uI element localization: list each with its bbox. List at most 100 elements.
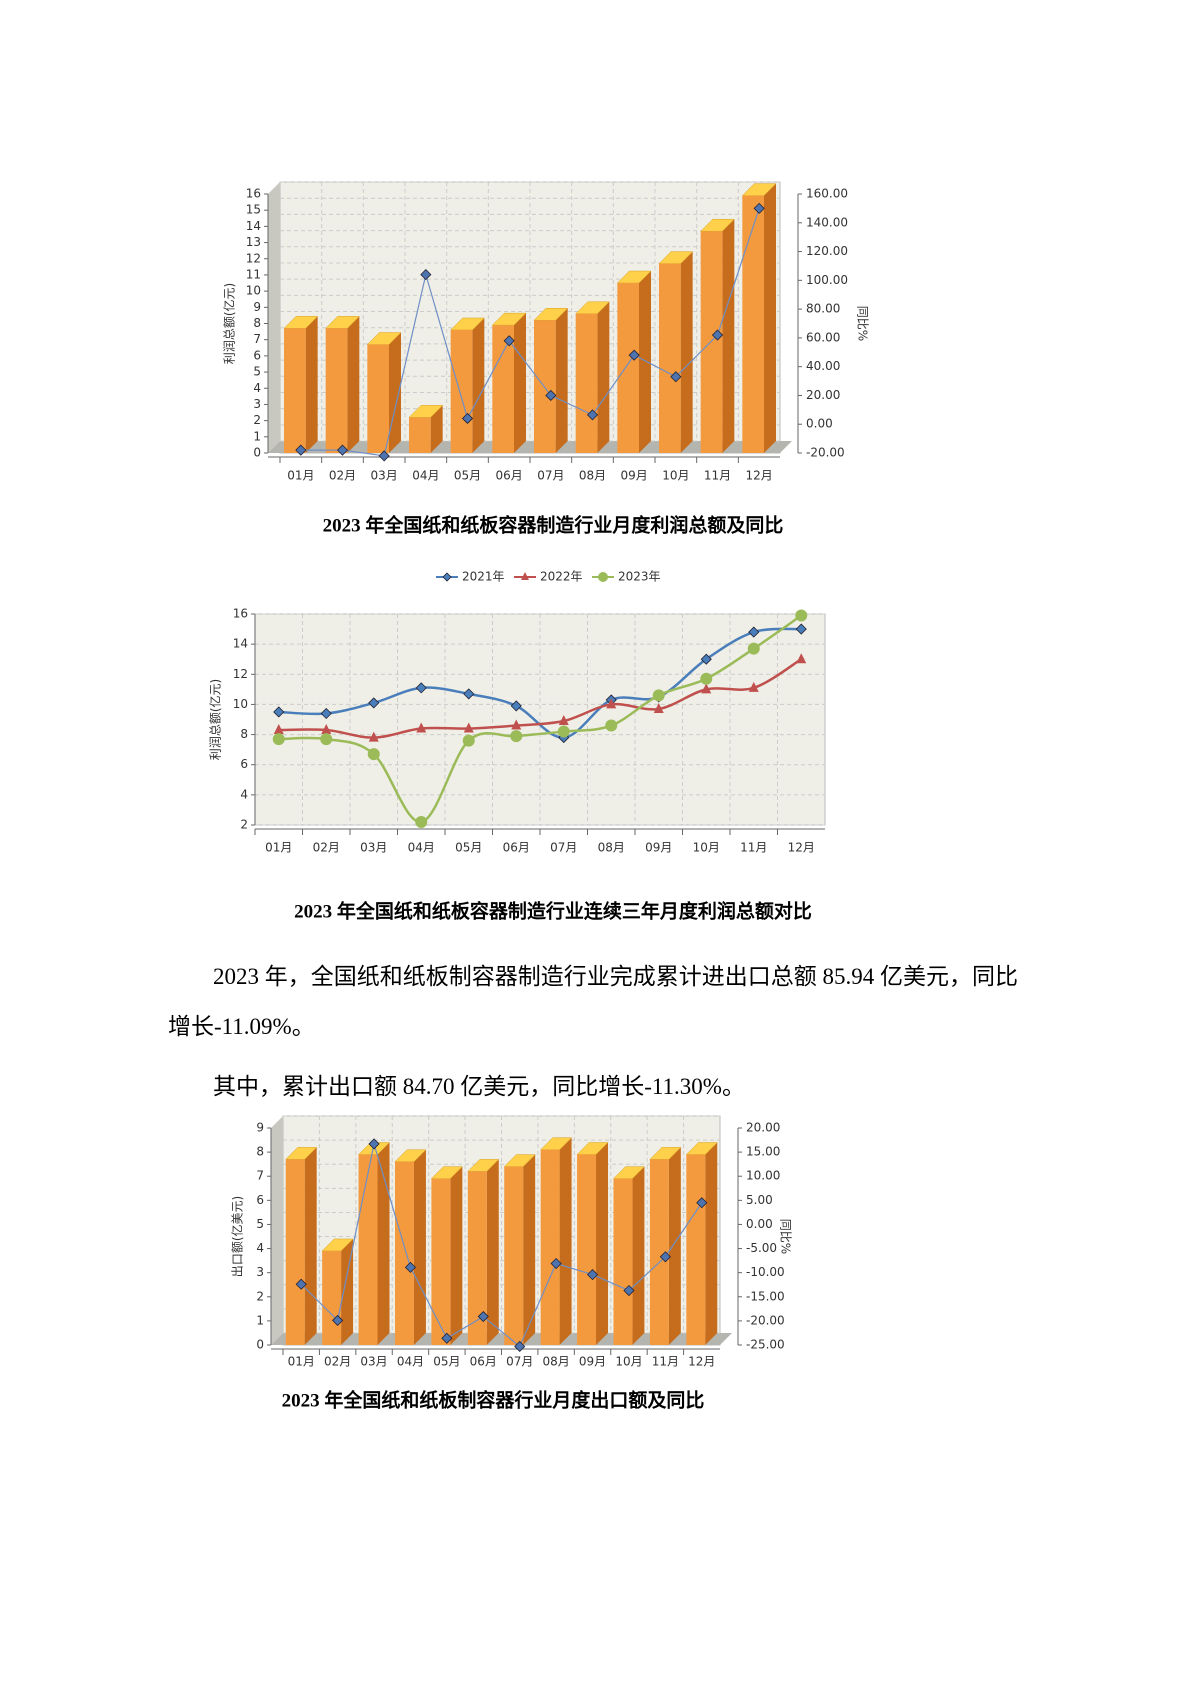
left-wall (268, 182, 280, 453)
bar-top (700, 218, 735, 232)
y2-tick-label: 15.00 (746, 1145, 780, 1159)
bar (284, 328, 306, 453)
bar (649, 1159, 669, 1345)
bar-side (680, 251, 693, 453)
y-tick-label: 2 (240, 818, 248, 832)
bar-side (413, 1149, 426, 1345)
y2-tick-label: 5.00 (746, 1193, 773, 1207)
y2-tick-label: -10.00 (746, 1265, 785, 1279)
paragraph: 其中，累计出口额 84.70 亿美元，同比增长-11.30%。 (213, 1074, 745, 1099)
bar (467, 1171, 487, 1345)
marker (463, 688, 475, 700)
x-tick-label: 11月 (704, 469, 731, 483)
y-tick-label: 0 (256, 1338, 264, 1352)
x-tick-label: 02月 (324, 1355, 351, 1369)
marker (332, 1314, 344, 1326)
marker (696, 1197, 708, 1209)
bar-side (305, 316, 318, 453)
bar-side (597, 301, 610, 453)
y-tick-label: 14 (246, 219, 261, 233)
marker (442, 572, 452, 582)
x-tick-label: 02月 (313, 841, 340, 855)
y-tick-label: 16 (246, 187, 261, 201)
x-tick-label: 07月 (550, 841, 577, 855)
marker (558, 715, 569, 726)
y-tick-label: 13 (246, 235, 261, 249)
y2-tick-label: 160.00 (806, 187, 848, 201)
marker (514, 1340, 526, 1353)
y2-axis-label: 同比% (856, 306, 870, 341)
chart-title: 2023 年全国纸和纸板制容器行业月度出口额及同比 (282, 1388, 705, 1411)
marker (461, 412, 474, 425)
bar-top (325, 316, 360, 329)
bar (431, 1178, 451, 1345)
x-tick-label: 08月 (542, 1355, 569, 1369)
y2-tick-label: 60.00 (806, 330, 840, 344)
marker (477, 1310, 489, 1323)
y2-tick-label: 20.00 (746, 1121, 780, 1135)
y-tick-label: 10 (246, 284, 261, 298)
y-tick-label: 11 (246, 267, 261, 281)
marker (368, 697, 380, 709)
marker (598, 572, 608, 582)
y-tick-label: 12 (246, 251, 261, 265)
y-axis-label: 利润总额(亿元) (222, 283, 237, 364)
x-tick-label: 09月 (579, 1355, 606, 1369)
x-tick-label: 12月 (688, 1355, 715, 1369)
marker (463, 722, 474, 733)
y-tick-label: 5 (253, 365, 261, 379)
bar (613, 1178, 633, 1345)
marker (711, 329, 724, 341)
marker (441, 1332, 453, 1344)
x-tick-label: 05月 (433, 1355, 460, 1369)
bar-top (283, 316, 319, 329)
bar (285, 1159, 305, 1345)
x-tick-label: 11月 (740, 841, 767, 855)
y2-tick-label: 40.00 (806, 359, 840, 373)
y-tick-label: 14 (233, 637, 248, 651)
bar (394, 1161, 414, 1345)
marker (367, 748, 380, 761)
x-tick-label: 04月 (397, 1355, 424, 1369)
bar-side (304, 1147, 317, 1345)
marker (503, 335, 515, 347)
marker (605, 719, 618, 732)
chart-title: 2023 年全国纸和纸板容器制造行业连续三年月度利润总额对比 (294, 899, 812, 922)
marker (510, 730, 523, 743)
bar-top (430, 1166, 463, 1179)
y2-tick-label: 0.00 (746, 1217, 773, 1231)
bar-side (377, 1142, 390, 1345)
marker (273, 724, 284, 735)
marker (747, 642, 760, 655)
x-tick-label: 02月 (329, 469, 356, 483)
bar-side (705, 1142, 718, 1345)
y2-tick-label: -25.00 (746, 1338, 785, 1352)
marker (796, 653, 807, 664)
bar-top (649, 1147, 682, 1160)
y-tick-label: 8 (256, 1145, 264, 1159)
bar (409, 417, 431, 453)
bar-side (639, 271, 651, 453)
bar-side (632, 1166, 645, 1345)
y2-tick-label: 10.00 (746, 1169, 780, 1183)
marker (653, 702, 664, 713)
bar-top (576, 1142, 609, 1155)
legend-label: 2022年 (540, 570, 583, 584)
bar (325, 328, 348, 453)
y-tick-label: 1 (253, 429, 261, 443)
marker (652, 689, 665, 702)
line (300, 208, 760, 457)
x-tick-label: 04月 (412, 469, 439, 483)
bar-top (685, 1142, 718, 1155)
y-axis-label: 利润总额(亿元) (208, 679, 223, 760)
marker (320, 733, 333, 746)
bar-side (764, 183, 776, 453)
x-tick-label: 03月 (360, 1355, 387, 1369)
legend-label: 2023年 (618, 570, 661, 584)
bar-side (486, 1159, 499, 1345)
y2-tick-label: 100.00 (806, 273, 848, 287)
x-tick-label: 12月 (788, 841, 815, 855)
y2-tick-label: -20.00 (746, 1313, 785, 1327)
legend-label: 2021年 (462, 570, 505, 584)
